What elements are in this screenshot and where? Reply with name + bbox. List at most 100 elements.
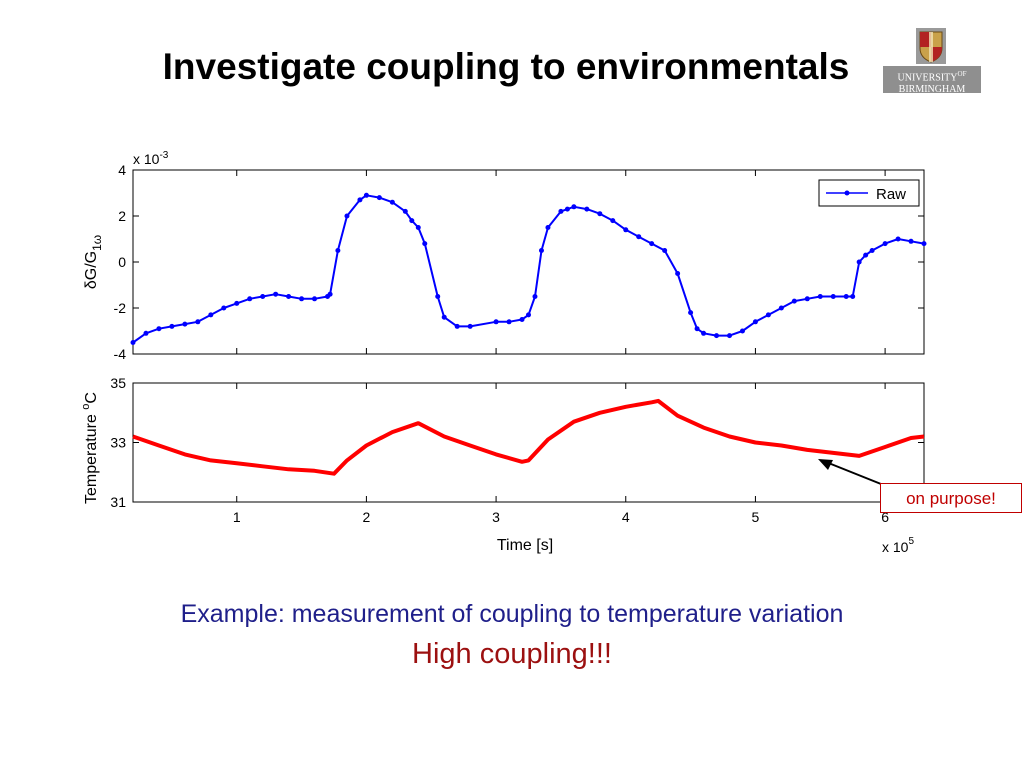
data-point	[156, 326, 162, 332]
data-point	[312, 296, 318, 302]
data-point	[804, 296, 810, 302]
data-point	[344, 213, 350, 219]
plot-1: -4 -2 0 2 4	[114, 162, 927, 362]
data-point	[363, 192, 369, 198]
arrow-head	[818, 459, 833, 470]
annotation-box: on purpose!	[880, 483, 1022, 513]
data-point	[247, 296, 253, 302]
caption-text: Example: measurement of coupling to temp…	[180, 600, 844, 628]
data-point	[571, 204, 577, 210]
chart-figure: -4 -2 0 2 4 1 2 3 4 5 6 31 33 35 x 10-3 δG/G1ω Raw Temper…	[80, 150, 927, 555]
data-point	[778, 305, 784, 311]
data-point	[422, 241, 428, 247]
data-point	[143, 330, 149, 336]
annotation-arrow	[818, 459, 887, 487]
y-tick-label: -4	[114, 346, 127, 362]
legend-label: Raw	[876, 186, 906, 203]
legend-marker	[844, 190, 850, 196]
university-logo: UNIVERSITYOF BIRMINGHAM	[883, 28, 981, 95]
data-point	[882, 241, 888, 247]
data-point	[636, 234, 642, 240]
data-point	[675, 271, 681, 276]
data-point	[130, 340, 136, 345]
data-point	[538, 248, 544, 253]
data-point	[701, 330, 707, 336]
y-tick-label: 0	[118, 254, 126, 270]
data-point	[908, 238, 914, 244]
data-point	[493, 319, 499, 325]
data-point	[415, 225, 421, 230]
data-point	[843, 294, 849, 299]
data-point	[688, 310, 694, 316]
university-crest-icon	[916, 28, 946, 64]
data-point	[869, 248, 875, 253]
plot-frame	[132, 382, 925, 503]
y-axis-title: δG/G1ω	[83, 235, 104, 289]
data-point	[895, 236, 901, 242]
data-point	[765, 312, 771, 318]
arrow-shaft	[825, 461, 887, 487]
data-point	[545, 225, 551, 230]
data-point	[389, 199, 395, 205]
data-point	[208, 312, 214, 318]
data-point	[856, 259, 862, 265]
data-point	[273, 291, 279, 297]
data-point	[260, 294, 266, 299]
data-point	[182, 321, 188, 327]
data-point	[357, 197, 363, 203]
data-point	[791, 298, 797, 304]
data-point	[435, 294, 441, 299]
data-point	[558, 208, 564, 214]
x-tick-label: 2	[363, 509, 371, 525]
slide-title: Investigate coupling to environmentals	[162, 46, 850, 87]
series-line	[132, 398, 925, 476]
x-tick-label: 3	[492, 509, 500, 525]
y-tick-label: 31	[110, 494, 126, 510]
data-point	[921, 241, 927, 247]
data-point	[526, 312, 531, 318]
data-point	[817, 294, 823, 299]
x-axis-title: Time [s]	[497, 537, 553, 554]
data-point	[402, 208, 408, 214]
y-tick-label: 35	[110, 375, 126, 391]
y-tick-label: 4	[118, 162, 126, 178]
x-tick-label: 5	[752, 509, 760, 525]
data-point	[662, 248, 668, 253]
data-point	[597, 211, 603, 217]
data-point	[532, 294, 538, 299]
y-tick-label: 33	[110, 435, 126, 451]
data-point	[584, 206, 590, 212]
university-wordmark: UNIVERSITYOF BIRMINGHAM	[883, 66, 981, 95]
data-point	[234, 300, 240, 306]
y-axis-title: Temperature oC	[80, 392, 100, 504]
data-point	[564, 206, 570, 212]
data-point	[506, 319, 512, 325]
plot-2: 1 2 3 4 5 6 31 33 35	[110, 375, 925, 525]
data-point	[376, 195, 382, 201]
x-multiplier-label: x 105	[882, 536, 914, 555]
y-tick-label: 2	[118, 208, 126, 224]
data-point	[221, 305, 227, 311]
x-tick-label: 1	[233, 509, 241, 525]
data-point	[694, 326, 700, 332]
data-point	[610, 218, 616, 224]
data-point	[726, 333, 732, 339]
y-multiplier-label: x 10-3	[133, 150, 169, 167]
data-point	[169, 323, 175, 329]
data-point	[649, 241, 655, 247]
data-point	[409, 218, 415, 224]
data-point	[286, 294, 292, 299]
data-point	[739, 328, 745, 334]
x-tick-label: 4	[622, 509, 630, 525]
data-point	[519, 317, 525, 322]
data-point	[850, 294, 856, 299]
data-point	[467, 323, 473, 329]
data-point	[623, 227, 629, 233]
data-point	[454, 323, 460, 329]
data-point	[441, 314, 447, 320]
data-point	[335, 248, 341, 253]
data-point	[714, 333, 720, 339]
data-point	[863, 252, 869, 258]
caption-conclusion: High coupling!!!	[412, 638, 612, 670]
plot-frame	[132, 169, 925, 355]
